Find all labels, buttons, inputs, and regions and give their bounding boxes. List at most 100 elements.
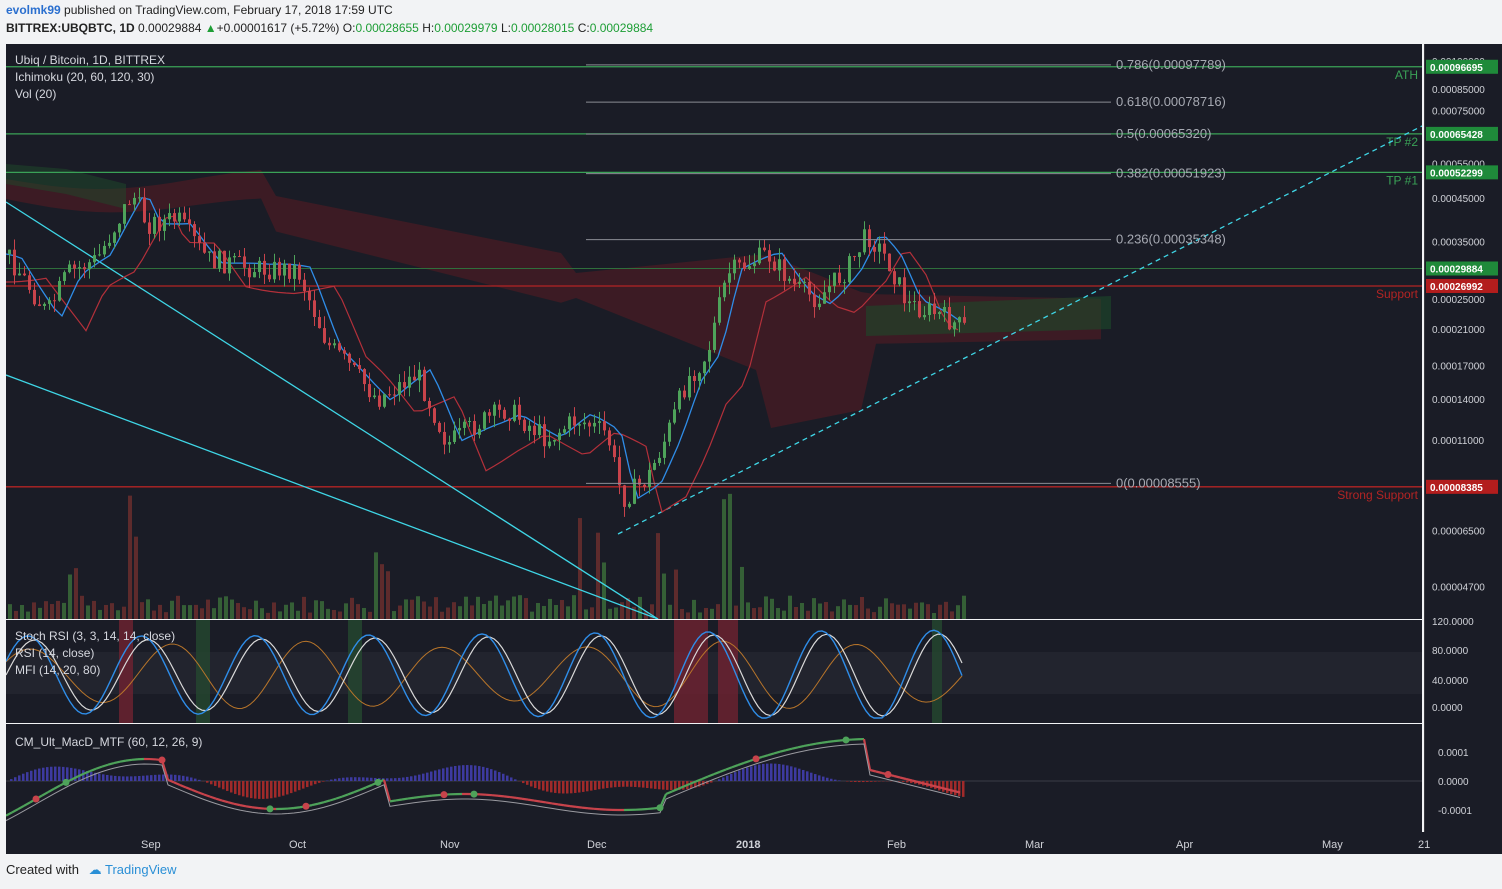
- stoch-rsi-panel[interactable]: Stoch RSI (3, 3, 14, 14, close) RSI (14,…: [5, 620, 1422, 723]
- macd-line-segment: [491, 794, 499, 797]
- macd-line-segment: [95, 765, 103, 770]
- macd-histogram-bar: [386, 778, 389, 781]
- candle-body: [778, 259, 781, 271]
- volume-bar: [518, 595, 522, 619]
- macd-line-segment: [533, 799, 541, 803]
- candle-body: [138, 197, 141, 199]
- macd-line-segment: [665, 790, 673, 796]
- author-link[interactable]: evolmk99: [6, 3, 61, 17]
- candle-body: [633, 478, 636, 504]
- volume-bar: [572, 595, 576, 619]
- volume-bar: [854, 605, 858, 619]
- macd-histogram-bar: [286, 781, 289, 795]
- macd-histogram-bar: [170, 774, 173, 781]
- macd-histogram-bar: [134, 776, 137, 781]
- volume-bar: [878, 606, 882, 619]
- volume-bar: [494, 595, 498, 619]
- stoch-k-line: [5, 629, 963, 719]
- volume-bar: [602, 562, 606, 619]
- volume-bar: [254, 600, 258, 619]
- time-axis-svg[interactable]: Sep Oct Nov Dec 2018 Feb Mar Apr May 21: [6, 832, 1502, 854]
- price-badge: [1426, 165, 1498, 180]
- cloud-red-area: [6, 170, 1101, 428]
- candle-body: [948, 307, 951, 330]
- macd-histogram-bar: [950, 781, 953, 795]
- candle-body: [908, 301, 911, 304]
- macd-histogram-bar: [406, 776, 409, 781]
- macd-histogram-bar: [742, 768, 745, 781]
- candle-body: [98, 254, 101, 256]
- macd-histogram-bar: [50, 766, 53, 781]
- volume-bar: [752, 608, 756, 619]
- macd-histogram-bar: [814, 774, 817, 781]
- candle-body: [68, 264, 71, 273]
- cross-dot: [266, 805, 274, 813]
- candle-body: [818, 303, 821, 308]
- macd-histogram-bar: [514, 779, 517, 781]
- macd-line-segment: [947, 788, 955, 793]
- candle-body: [108, 242, 111, 246]
- macd-histogram-bar: [690, 781, 693, 789]
- macd-histogram-bar: [22, 773, 25, 781]
- macd-histogram-bar: [402, 777, 405, 781]
- candle-body: [888, 253, 891, 272]
- candle-body: [718, 297, 721, 323]
- macd-line-segment: [917, 780, 925, 785]
- macd-histogram-bar: [454, 765, 457, 781]
- macd-histogram-bar: [910, 781, 913, 783]
- candle-body: [963, 317, 966, 323]
- candle-body: [253, 272, 256, 278]
- volume-bar: [812, 598, 816, 619]
- candle-body: [148, 222, 151, 234]
- macd-histogram-bar: [958, 781, 961, 797]
- cross-dot: [656, 804, 664, 812]
- volume-bar: [278, 611, 282, 619]
- macd-line-segment: [815, 741, 823, 745]
- price-panel[interactable]: ATH TP #2 TP #1 Support Strong Support 0.786…: [5, 44, 1423, 620]
- price-chart[interactable]: ATH TP #2 TP #1 Support Strong Support 0.786…: [5, 44, 1423, 620]
- macd-line-segment: [569, 805, 577, 808]
- macd-histogram-bar: [810, 772, 813, 781]
- macd-panel[interactable]: CM_Ult_MacD_MTF (60, 12, 26, 9): [5, 724, 1422, 832]
- candle-body: [373, 395, 376, 398]
- macd-line-segment: [197, 791, 205, 796]
- volume-bar: [302, 596, 306, 619]
- macd-histogram-bar: [478, 766, 481, 781]
- macd-histogram-bar: [586, 781, 589, 792]
- candle-body: [933, 303, 936, 315]
- candle-body: [593, 422, 596, 427]
- tradingview-logo-icon[interactable]: ☁ TradingView: [88, 862, 177, 877]
- volume-bar: [308, 612, 312, 619]
- macd-histogram-bar: [234, 781, 237, 794]
- candle-body: [603, 421, 606, 431]
- macd-chart[interactable]: CM_Ult_MacD_MTF (60, 12, 26, 9): [5, 724, 1422, 832]
- candle-body: [638, 478, 641, 485]
- volume-bar: [56, 600, 60, 619]
- last-price: 0.00029884: [138, 21, 202, 35]
- stoch-rsi-chart[interactable]: Stoch RSI (3, 3, 14, 14, close) RSI (14,…: [5, 620, 1422, 723]
- candle-body: [13, 249, 16, 276]
- price-axis-svg[interactable]: 0.001000000.000850000.000750000.00055000…: [1423, 44, 1502, 832]
- macd-histogram-bar: [638, 781, 641, 788]
- macd-histogram-bar: [818, 775, 821, 781]
- price-axis[interactable]: 0.001000000.000850000.000750000.00055000…: [1423, 44, 1502, 832]
- macd-line-segment: [382, 779, 392, 802]
- candle-body: [843, 282, 846, 284]
- stoch-tick: 120.0000: [1432, 617, 1474, 628]
- macd-line-segment: [329, 797, 337, 802]
- volume-bar: [26, 611, 30, 619]
- main-title: Ubiq / Bitcoin, 1D, BITTREX: [15, 53, 165, 67]
- candle-body: [183, 212, 186, 220]
- macd-histogram-bar: [122, 776, 125, 781]
- macd-histogram-bar: [278, 781, 281, 797]
- candle-body: [83, 267, 86, 270]
- macd-histogram-bar: [698, 781, 701, 787]
- candle-body: [693, 375, 696, 381]
- macd-histogram-bar: [54, 766, 57, 781]
- candle-body: [573, 416, 576, 426]
- volume-bar: [266, 612, 270, 619]
- candle-body: [813, 294, 816, 308]
- macd-histogram-bar: [290, 781, 293, 794]
- time-axis[interactable]: Sep Oct Nov Dec 2018 Feb Mar Apr May 21: [6, 832, 1502, 854]
- macd-histogram-bar: [774, 763, 777, 781]
